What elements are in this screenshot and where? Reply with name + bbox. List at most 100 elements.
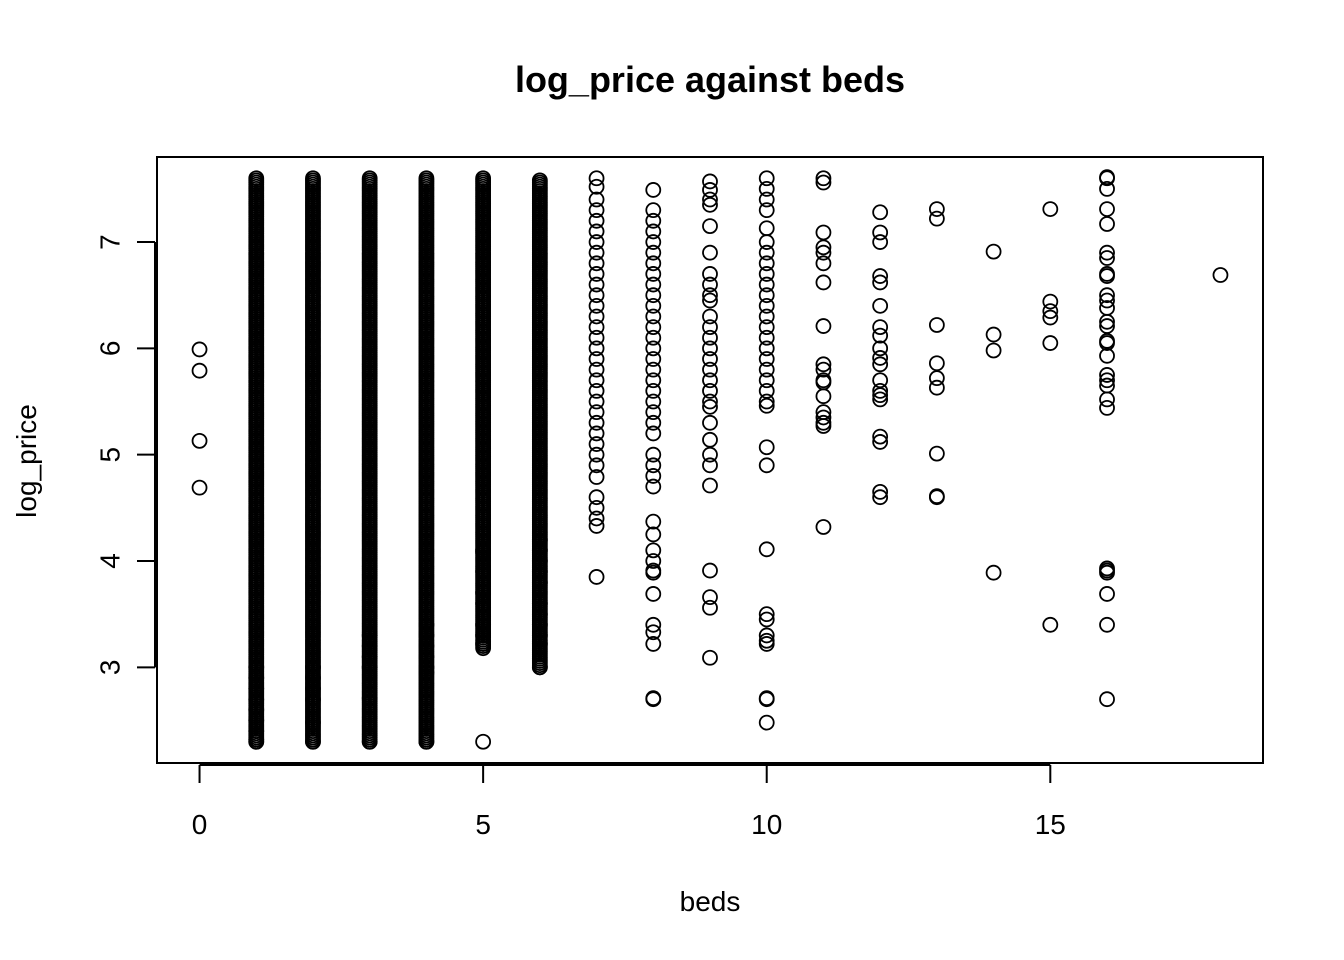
data-point [815, 372, 832, 389]
data-point [588, 457, 605, 474]
points-layer [191, 169, 1229, 750]
x-tick-label: 0 [192, 809, 208, 840]
data-point [758, 541, 775, 558]
data-point [1042, 335, 1059, 351]
data-point [815, 404, 832, 421]
data-point [758, 329, 775, 346]
data-point [1099, 367, 1115, 383]
data-point [758, 361, 775, 378]
data-point [645, 234, 662, 250]
data-point [1099, 691, 1115, 708]
data-point [928, 210, 945, 227]
data-point [645, 255, 662, 272]
data-point [758, 255, 775, 272]
data-point [531, 531, 548, 548]
data-point [702, 599, 718, 616]
data-point [1042, 309, 1059, 326]
data-point [305, 170, 321, 187]
data-point [815, 356, 832, 373]
data-point [588, 372, 605, 389]
data-point [645, 526, 662, 543]
data-point [702, 182, 718, 198]
data-point [1099, 300, 1115, 316]
data-point [588, 276, 605, 293]
data-point [645, 457, 662, 474]
data-point [191, 362, 208, 379]
data-point [872, 428, 889, 445]
data-point [872, 434, 889, 450]
data-point [248, 701, 265, 718]
data-point [531, 606, 548, 623]
data-point [815, 361, 832, 378]
data-point [248, 670, 265, 686]
data-point [191, 479, 208, 496]
data-point [815, 414, 832, 431]
data-point [645, 266, 662, 282]
data-point [588, 499, 605, 516]
data-point [758, 690, 775, 707]
data-point [702, 457, 718, 474]
data-point [645, 393, 662, 410]
data-point [758, 372, 775, 389]
data-point [872, 268, 889, 284]
data-point [702, 372, 718, 389]
data-point [1099, 244, 1115, 261]
data-point [702, 329, 718, 346]
data-point [702, 244, 718, 261]
data-point [985, 326, 1002, 343]
data-point [645, 446, 662, 463]
data-point [1099, 201, 1115, 217]
data-point [872, 274, 889, 291]
data-point [815, 170, 832, 187]
data-point [248, 680, 265, 697]
data-point [702, 562, 718, 579]
data-point [645, 212, 662, 229]
data-point [361, 627, 378, 644]
data-point [758, 297, 775, 314]
data-point [758, 714, 775, 731]
data-point [702, 382, 718, 399]
data-point [872, 483, 889, 500]
data-point [1099, 292, 1115, 309]
data-point [305, 691, 321, 708]
data-point [248, 723, 265, 740]
data-point [872, 319, 889, 336]
data-point [872, 234, 889, 250]
data-point [702, 308, 718, 325]
data-point [702, 173, 718, 190]
data-point [305, 680, 321, 697]
data-point [758, 340, 775, 357]
data-point [758, 180, 775, 197]
data-point [872, 350, 889, 366]
data-point [588, 510, 605, 527]
data-point [702, 398, 718, 415]
data-point [645, 287, 662, 304]
data-point [588, 393, 605, 410]
data-point [1042, 616, 1059, 633]
data-point [758, 606, 775, 623]
data-point [872, 204, 889, 221]
data-point [1042, 303, 1059, 320]
data-point [645, 244, 662, 261]
data-point [248, 712, 265, 729]
data-point [588, 414, 605, 431]
data-point [815, 274, 832, 291]
data-point [645, 351, 662, 367]
data-point [475, 170, 492, 187]
data-point [872, 391, 889, 408]
data-point [1099, 250, 1115, 266]
data-point [872, 327, 889, 344]
data-point [588, 297, 605, 314]
data-point [702, 276, 718, 293]
data-point [985, 342, 1002, 359]
data-point [702, 319, 718, 336]
plot-frame [156, 156, 1264, 764]
data-point [588, 446, 605, 463]
data-point [702, 393, 718, 410]
y-tick-label: 7 [95, 234, 126, 250]
data-point [1099, 266, 1115, 282]
data-point [1099, 372, 1115, 389]
data-point [815, 244, 832, 261]
data-point [702, 218, 718, 235]
data-point [645, 202, 662, 219]
